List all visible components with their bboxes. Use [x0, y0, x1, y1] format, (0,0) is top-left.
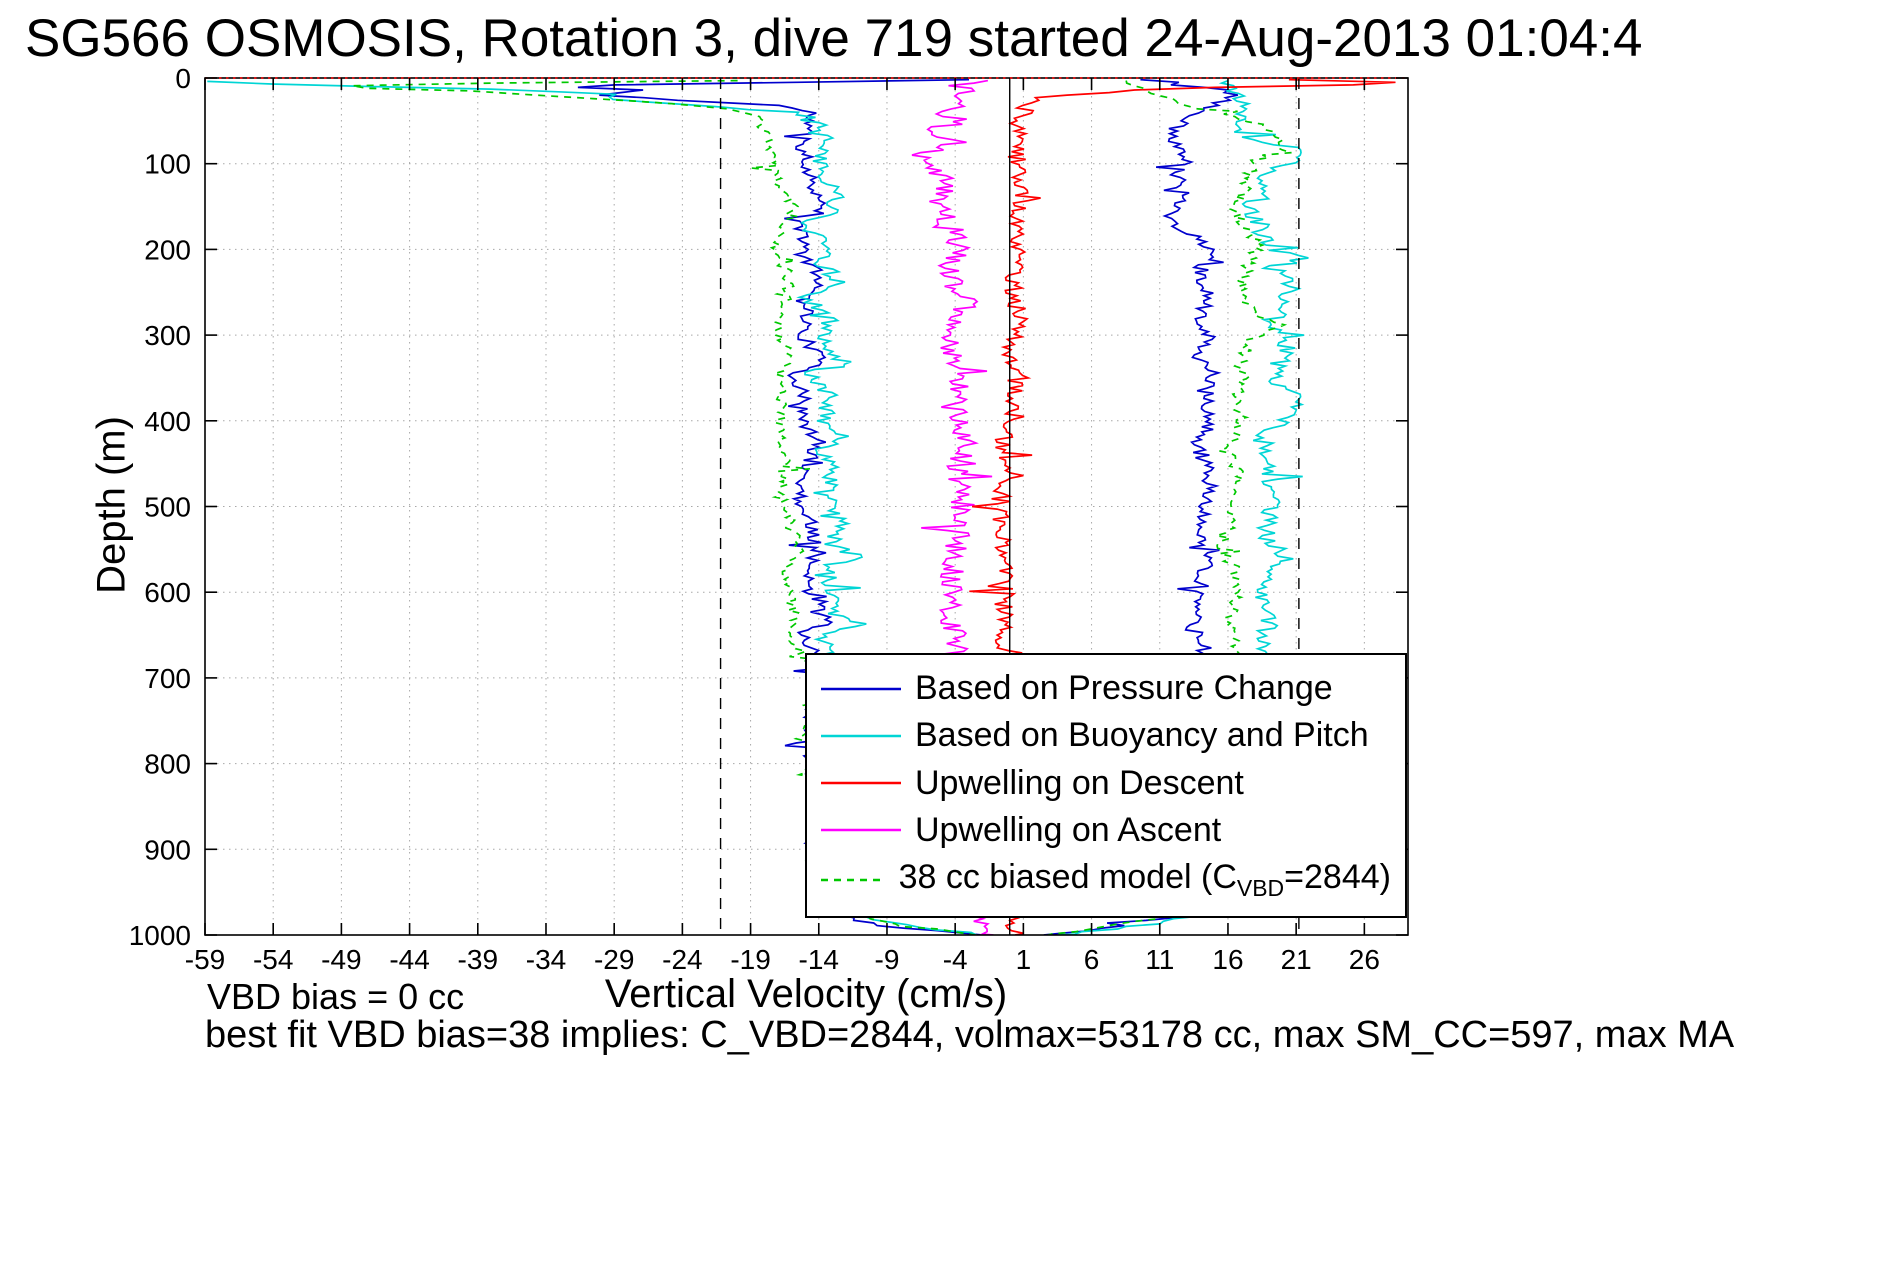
legend-entry-label: Upwelling on Ascent [915, 810, 1222, 849]
x-tick-label: 26 [1349, 944, 1380, 975]
legend-line-sample [821, 734, 901, 738]
x-tick-label: -4 [943, 944, 968, 975]
legend-entry-label: Upwelling on Descent [915, 763, 1244, 802]
y-tick-label: 500 [144, 492, 191, 523]
x-tick-label: -59 [185, 944, 225, 975]
x-tick-label: -29 [594, 944, 634, 975]
y-tick-label: 900 [144, 834, 191, 865]
legend-label-pre: 38 cc biased model (C [898, 857, 1237, 896]
legend-label-subscript: VBD [1236, 874, 1285, 901]
y-tick-label: 1000 [129, 920, 191, 951]
y-tick-label: 0 [175, 63, 191, 94]
legend-entry-label: Based on Buoyancy and Pitch [915, 716, 1369, 755]
y-tick-labels: 0 100 200 300 400 500 600 700 800 900 1000 [129, 63, 191, 951]
legend-entry-label: 38 cc biased model (CVBD=2844) [899, 858, 1391, 902]
y-tick-label: 300 [144, 320, 191, 351]
legend-entry: Upwelling on Ascent [821, 811, 1391, 850]
x-tick-label: 11 [1145, 944, 1174, 975]
x-tick-labels: -59 -54 -49 -44 -39 -34 -29 -24 -19 -14 -9 -4 1 6 11 16… [185, 944, 1380, 975]
x-tick-label: -39 [458, 944, 498, 975]
x-tick-label: 21 [1281, 944, 1312, 975]
x-tick-label: -54 [253, 944, 293, 975]
y-tick-label: 100 [144, 149, 191, 180]
x-tick-label: -14 [799, 944, 839, 975]
x-tick-label: 6 [1084, 944, 1100, 975]
legend-line-sample [821, 687, 901, 690]
y-tick-label: 700 [144, 663, 191, 694]
legend-entry: 38 cc biased model (CVBD=2844) [821, 858, 1391, 902]
axis-ticks [204, 77, 1408, 936]
y-tick-label: 400 [144, 406, 191, 437]
legend-line-sample [821, 878, 885, 882]
legend-entry: Based on Buoyancy and Pitch [821, 716, 1391, 755]
x-tick-label: -49 [321, 944, 361, 975]
legend-entry: Based on Pressure Change [821, 669, 1391, 708]
x-tick-label: 16 [1212, 944, 1243, 975]
legend-label-post: =2844) [1284, 857, 1391, 896]
y-axis-label: Depth (m) [89, 416, 134, 594]
x-tick-label: -9 [875, 944, 900, 975]
chart-title: SG566 OSMOSIS, Rotation 3, dive 719 star… [25, 9, 1643, 68]
y-tick-label: 600 [144, 577, 191, 608]
x-tick-label: 1 [1016, 944, 1032, 975]
x-tick-label: -44 [389, 944, 429, 975]
x-tick-label: -24 [662, 944, 702, 975]
x-tick-label: -19 [730, 944, 770, 975]
legend-entry-label: Based on Pressure Change [915, 669, 1333, 708]
series-line-model-descent [351, 79, 976, 935]
vbd-bias-note: VBD bias = 0 cc [207, 976, 465, 1017]
y-tick-label: 200 [144, 234, 191, 265]
x-tick-label: -34 [526, 944, 566, 975]
x-axis-label: Vertical Velocity (cm/s) [604, 972, 1008, 1016]
legend-entry: Upwelling on Descent [821, 764, 1391, 803]
legend-line-sample [821, 828, 901, 832]
legend: Based on Pressure Change Based on Buoyanc… [805, 653, 1407, 918]
y-tick-label: 800 [144, 749, 191, 780]
best-fit-note: best fit VBD bias=38 implies: C_VBD=2844… [205, 1014, 1735, 1056]
legend-line-sample [821, 781, 901, 785]
